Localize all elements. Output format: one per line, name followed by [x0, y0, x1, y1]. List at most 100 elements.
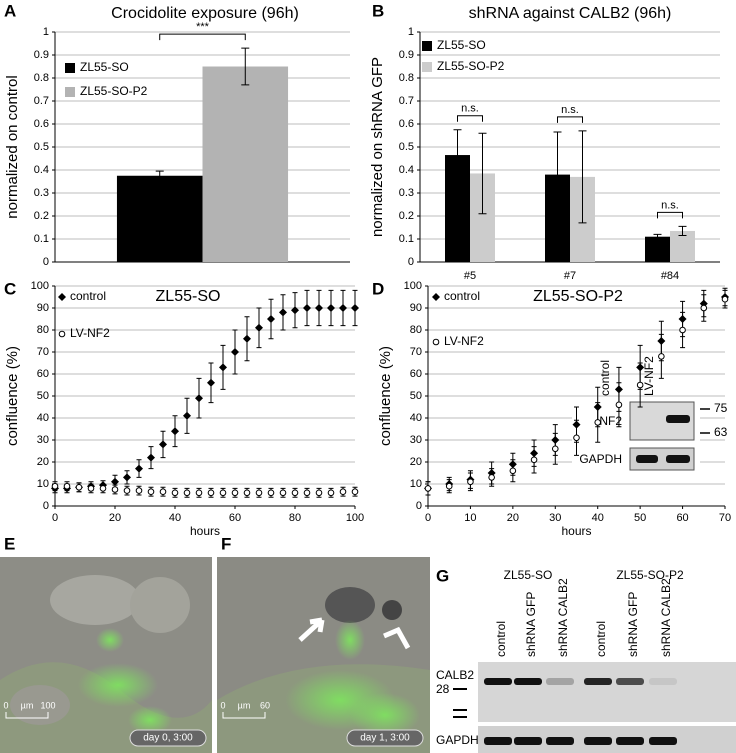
inset-row-label: NF2	[599, 414, 622, 428]
y-tick-label: 0.5	[34, 141, 49, 153]
blot-band	[514, 678, 542, 685]
significance-bracket	[557, 116, 583, 123]
panel-label: D	[372, 279, 384, 298]
timestamp-pill	[129, 729, 207, 747]
data-point	[159, 488, 167, 496]
group-label: ZL55-SO	[504, 568, 553, 582]
data-point	[573, 434, 580, 442]
blot-membrane	[478, 662, 736, 722]
data-point	[231, 489, 239, 497]
x-tick-label: 70	[719, 512, 731, 524]
scale-bar-label: 100	[40, 700, 55, 710]
legend-label: LV-NF2	[70, 326, 110, 340]
legend-swatch	[422, 41, 432, 51]
significance-label: ***	[196, 21, 210, 33]
x-tick-label: 30	[549, 512, 561, 524]
lane-label: shRNA CALB2	[556, 578, 570, 657]
significance-label: n.s.	[561, 104, 579, 116]
legend-marker	[432, 293, 440, 301]
y-tick-label: 0.6	[399, 118, 414, 130]
micrograph-f	[217, 557, 430, 753]
row-label: CALB2	[436, 668, 474, 682]
data-point	[658, 353, 665, 360]
legend-label: control	[444, 289, 480, 303]
y-tick-label: 0.3	[34, 187, 49, 199]
panel-label: B	[372, 1, 384, 20]
y-tick-label: 1	[408, 26, 414, 38]
data-point	[467, 478, 474, 486]
y-tick-label: 0.8	[399, 72, 414, 84]
data-point	[183, 411, 191, 420]
timestamp-pill	[346, 729, 424, 747]
x-tick-label: 80	[289, 512, 301, 524]
chart-title: Crocidolite exposure (96h)	[111, 5, 299, 22]
data-point	[636, 381, 644, 389]
data-point	[327, 489, 335, 497]
data-point	[424, 485, 432, 492]
legend-marker	[432, 338, 440, 346]
data-point	[207, 378, 215, 387]
y-tick-label: 0.2	[34, 210, 49, 222]
data-point	[219, 363, 227, 372]
data-point	[255, 489, 263, 497]
x-tick-label: 100	[346, 512, 364, 524]
data-point	[231, 348, 239, 356]
y-tick-label: 0.7	[34, 95, 49, 107]
y-axis-label: confluence (%)	[4, 346, 21, 446]
panel-label: A	[4, 1, 16, 20]
blot-band	[616, 737, 644, 745]
y-tick-label: 70	[37, 346, 49, 358]
data-point	[351, 304, 359, 312]
data-point	[243, 489, 251, 497]
data-point	[135, 487, 143, 494]
scale-bar-label: 0	[3, 700, 8, 710]
y-tick-label: 50	[410, 390, 422, 402]
legend-label: ZL55-SO	[437, 38, 486, 52]
data-point	[594, 419, 602, 426]
lane-label: shRNA GFP	[524, 592, 538, 657]
legend-label: ZL55-SO-P2	[437, 59, 505, 73]
data-point	[63, 482, 71, 490]
x-tick-label: 40	[169, 512, 181, 524]
data-point	[303, 489, 311, 497]
significance-bracket	[159, 33, 246, 41]
scale-bar-label: µm	[21, 700, 34, 710]
blot-band	[546, 678, 574, 685]
data-point	[99, 485, 107, 492]
y-tick-label: 40	[37, 412, 49, 424]
legend-label: ZL55-SO	[80, 60, 129, 74]
y-tick-label: 0	[43, 256, 49, 268]
data-point	[195, 394, 203, 403]
y-tick-label: 30	[37, 434, 49, 446]
bar	[116, 175, 203, 262]
y-tick-label: 80	[37, 324, 49, 336]
x-tick-label: 60	[676, 512, 688, 524]
data-point	[147, 453, 155, 462]
significance-label: n.s.	[461, 103, 479, 115]
data-point	[315, 489, 323, 497]
y-axis-label: normalized on shRNA GFP	[369, 57, 386, 237]
inset-band	[666, 455, 690, 463]
data-point	[291, 306, 299, 315]
data-point	[207, 489, 215, 497]
panel-label: F	[221, 534, 231, 553]
y-tick-label: 0.4	[399, 164, 414, 176]
data-point	[327, 304, 335, 312]
data-point	[171, 489, 179, 497]
data-point	[135, 464, 143, 473]
error-bar	[478, 132, 487, 215]
blot-band	[546, 737, 574, 745]
y-tick-label: 0.5	[399, 141, 414, 153]
data-point	[488, 474, 495, 481]
data-point	[87, 485, 95, 492]
data-point	[339, 488, 347, 496]
y-tick-label: 0.9	[34, 49, 49, 61]
y-tick-label: 0	[416, 500, 422, 512]
data-point	[551, 445, 559, 453]
blot-band	[616, 678, 644, 685]
x-tick-label: 40	[592, 512, 604, 524]
scale-bar-label: 0	[220, 700, 225, 710]
x-tick-label: #7	[564, 270, 576, 282]
y-tick-label: 0.1	[399, 233, 414, 245]
